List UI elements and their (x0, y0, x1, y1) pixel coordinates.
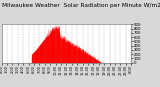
Text: Milwaukee Weather  Solar Radiation per Minute W/m2  (Last 24 Hours): Milwaukee Weather Solar Radiation per Mi… (2, 3, 160, 8)
